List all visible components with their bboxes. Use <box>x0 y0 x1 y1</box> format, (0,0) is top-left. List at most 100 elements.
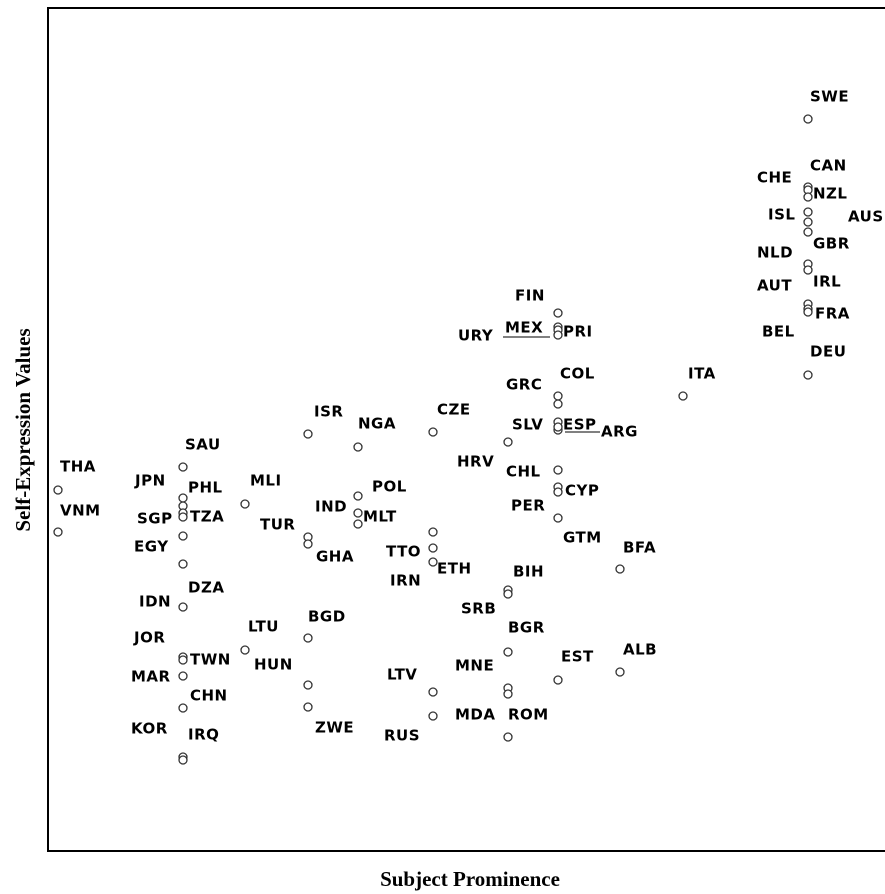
point <box>553 422 563 432</box>
point-label: ESP <box>563 416 597 434</box>
point <box>503 589 513 599</box>
point-label: IRN <box>390 572 421 590</box>
point-label: PHL <box>188 479 223 497</box>
point <box>428 527 438 537</box>
point-label: NLD <box>757 244 793 262</box>
point <box>178 602 188 612</box>
point <box>178 703 188 713</box>
point-label: MDA <box>455 706 496 724</box>
point <box>615 667 625 677</box>
point-label: ALB <box>623 641 657 659</box>
point <box>178 755 188 765</box>
point <box>503 689 513 699</box>
y-axis-title: Self-Expression Values <box>11 328 35 531</box>
point <box>178 655 188 665</box>
point <box>553 675 563 685</box>
point-label: POL <box>372 478 407 496</box>
point-label: THA <box>60 458 96 476</box>
point-label: TZA <box>190 508 224 526</box>
point <box>178 493 188 503</box>
point-label: NGA <box>358 415 396 433</box>
point <box>353 442 363 452</box>
point-label: ZWE <box>315 719 354 737</box>
x-axis-title: Subject Prominence <box>380 867 560 891</box>
point <box>678 391 688 401</box>
point-label: LTV <box>387 666 417 684</box>
point <box>553 330 563 340</box>
point-label: CYP <box>565 482 599 500</box>
point-label: DZA <box>188 579 224 597</box>
point-label: URY <box>458 327 494 345</box>
point <box>303 680 313 690</box>
point-label: JOR <box>133 629 165 647</box>
point-label: GTM <box>563 529 602 547</box>
point-label: SAU <box>185 436 221 454</box>
point-label: HRV <box>457 453 494 471</box>
point <box>553 487 563 497</box>
point-label: MLT <box>363 508 397 526</box>
point-label: ETH <box>437 560 472 578</box>
point-label: MNE <box>455 657 494 675</box>
point <box>553 391 563 401</box>
point-label: SWE <box>810 88 849 106</box>
point-label: BEL <box>762 323 795 341</box>
point <box>240 499 250 509</box>
point-label: GRC <box>506 376 542 394</box>
point <box>178 671 188 681</box>
point-label: ARG <box>601 423 638 441</box>
point <box>178 559 188 569</box>
point-label: RUS <box>384 727 420 745</box>
point-label: LTU <box>248 618 279 636</box>
point-label: FIN <box>515 287 545 305</box>
point-label: FRA <box>815 305 850 323</box>
point <box>428 687 438 697</box>
point <box>428 427 438 437</box>
point-label: BFA <box>623 539 656 557</box>
point <box>503 437 513 447</box>
point <box>803 207 813 217</box>
point <box>803 370 813 380</box>
point <box>178 512 188 522</box>
point-label: TUR <box>260 516 295 534</box>
point <box>178 462 188 472</box>
point <box>615 564 625 574</box>
point-label: TTO <box>386 543 421 561</box>
point <box>503 732 513 742</box>
point-label: SGP <box>137 510 173 528</box>
point <box>53 485 63 495</box>
point-label: CZE <box>437 401 471 419</box>
point-label: ROM <box>508 706 549 724</box>
point <box>303 633 313 643</box>
point <box>303 702 313 712</box>
point <box>803 307 813 317</box>
point <box>428 543 438 553</box>
point-label: ISR <box>314 403 343 421</box>
point <box>553 399 563 409</box>
point-label: MAR <box>131 668 171 686</box>
point-label: EST <box>561 648 594 666</box>
point <box>353 508 363 518</box>
point-label: MEX <box>505 319 543 337</box>
point-label: VNM <box>60 502 101 520</box>
point-label: DEU <box>810 343 846 361</box>
point-label: AUT <box>757 277 792 295</box>
point-label: ITA <box>688 365 716 383</box>
point <box>553 513 563 523</box>
point-label: HUN <box>254 656 293 674</box>
point <box>353 519 363 529</box>
point-label: IRQ <box>188 726 219 744</box>
point-label: SLV <box>512 416 543 434</box>
point-label: PRI <box>563 323 593 341</box>
point-label: PER <box>511 497 545 515</box>
point <box>803 114 813 124</box>
point-label: GBR <box>813 235 850 253</box>
point <box>553 465 563 475</box>
point-label: CAN <box>810 157 847 175</box>
point-label: IDN <box>139 593 171 611</box>
point <box>353 491 363 501</box>
point <box>803 217 813 227</box>
point-label: EGY <box>134 538 169 556</box>
point-label: BGD <box>308 608 346 626</box>
point <box>303 539 313 549</box>
